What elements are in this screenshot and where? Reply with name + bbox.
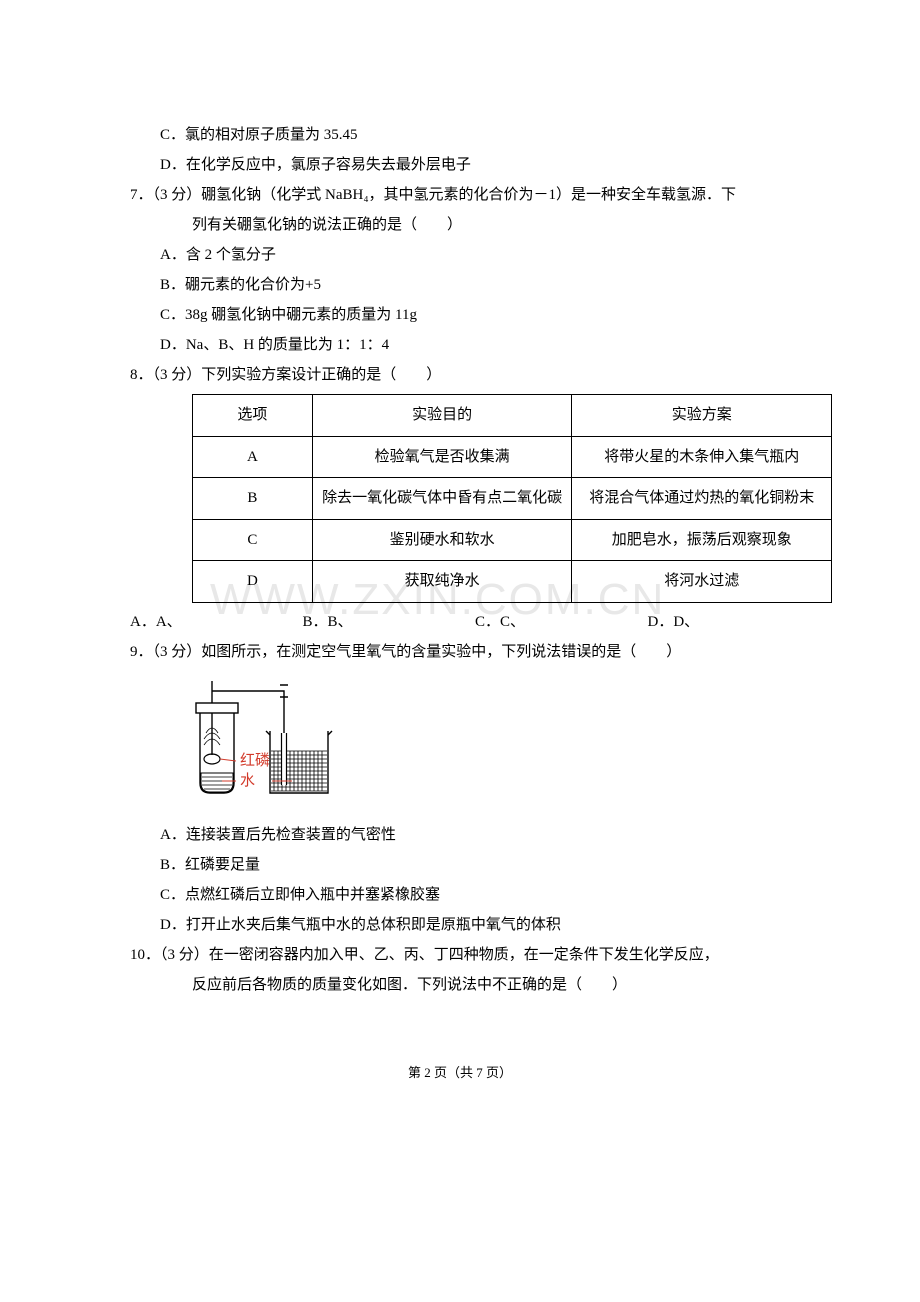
q7-option-b: B．硼元素的化合价为+5 <box>160 270 820 300</box>
q8-cell: 将混合气体通过灼热的氧化铜粉末 <box>572 478 832 520</box>
q10-stem-line1: 10．（3 分）在一密闭容器内加入甲、乙、丙、丁四种物质，在一定条件下发生化学反… <box>130 940 820 970</box>
q8-table: 选项 实验目的 实验方案 A 检验氧气是否收集满 将带火星的木条伸入集气瓶内 B… <box>192 394 832 603</box>
table-row: B 除去一氧化碳气体中昏有点二氧化碳 将混合气体通过灼热的氧化铜粉末 <box>193 478 832 520</box>
q6-option-c: C．氯的相对原子质量为 35.45 <box>160 120 820 150</box>
table-row: C 鉴别硬水和软水 加肥皂水，振荡后观察现象 <box>193 519 832 561</box>
q8-cell: B <box>193 478 313 520</box>
q8-options-row: A．A、 B．B、 C．C、 D．D、 <box>130 607 820 637</box>
q8-cell: A <box>193 436 313 478</box>
q8-cell: 除去一氧化碳气体中昏有点二氧化碳 <box>312 478 572 520</box>
q8-cell: 检验氧气是否收集满 <box>312 436 572 478</box>
label-water: 水 <box>240 772 255 789</box>
q7-option-a: A．含 2 个氢分子 <box>160 240 820 270</box>
q8-th-0: 选项 <box>193 395 313 437</box>
q7-option-d: D．Na、B、H 的质量比为 1：1：4 <box>160 330 820 360</box>
q7-option-c: C．38g 硼氢化钠中硼元素的质量为 11g <box>160 300 820 330</box>
q9-option-d: D．打开止水夹后集气瓶中水的总体积即是原瓶中氧气的体积 <box>160 910 820 940</box>
q8-cell: 加肥皂水，振荡后观察现象 <box>572 519 832 561</box>
q8-row-opt-d: D．D、 <box>648 607 821 637</box>
page-footer: 第 2 页（共 7 页） <box>100 1060 820 1086</box>
label-red-phosphorus: 红磷 <box>240 752 270 769</box>
q7-stem-line2: 列有关硼氢化钠的说法正确的是（ ） <box>192 210 820 240</box>
q8-stem: 8．（3 分）下列实验方案设计正确的是（ ） <box>130 360 820 390</box>
experiment-diagram-icon: 红磷 水 <box>192 673 362 803</box>
table-row: D 获取纯净水 将河水过滤 <box>193 561 832 603</box>
page-content: C．氯的相对原子质量为 35.45 D．在化学反应中，氯原子容易失去最外层电子 … <box>100 120 820 1086</box>
q8-row-opt-b: B．B、 <box>303 607 476 637</box>
q8-cell: C <box>193 519 313 561</box>
table-row: A 检验氧气是否收集满 将带火星的木条伸入集气瓶内 <box>193 436 832 478</box>
q7-stem-line1: 7．（3 分）硼氢化钠（化学式 NaBH₄，其中氢元素的化合价为－1）是一种安全… <box>130 180 820 210</box>
q8-th-2: 实验方案 <box>572 395 832 437</box>
q8-row-opt-a: A．A、 <box>130 607 303 637</box>
q8-th-1: 实验目的 <box>312 395 572 437</box>
q8-row-opt-c: C．C、 <box>475 607 648 637</box>
q6-option-d: D．在化学反应中，氯原子容易失去最外层电子 <box>160 150 820 180</box>
q8-cell: 鉴别硬水和软水 <box>312 519 572 561</box>
q9-stem: 9．（3 分）如图所示，在测定空气里氧气的含量实验中，下列说法错误的是（ ） <box>130 637 820 667</box>
q8-cell: 将带火星的木条伸入集气瓶内 <box>572 436 832 478</box>
q10-stem-line2: 反应前后各物质的质量变化如图．下列说法中不正确的是（ ） <box>192 970 820 1000</box>
q9-option-b: B．红磷要足量 <box>160 850 820 880</box>
q9-figure: 红磷 水 <box>192 673 820 814</box>
q9-option-a: A．连接装置后先检查装置的气密性 <box>160 820 820 850</box>
q8-cell: D <box>193 561 313 603</box>
q8-cell: 获取纯净水 <box>312 561 572 603</box>
table-row: 选项 实验目的 实验方案 <box>193 395 832 437</box>
q9-option-c: C．点燃红磷后立即伸入瓶中并塞紧橡胶塞 <box>160 880 820 910</box>
q8-cell: 将河水过滤 <box>572 561 832 603</box>
